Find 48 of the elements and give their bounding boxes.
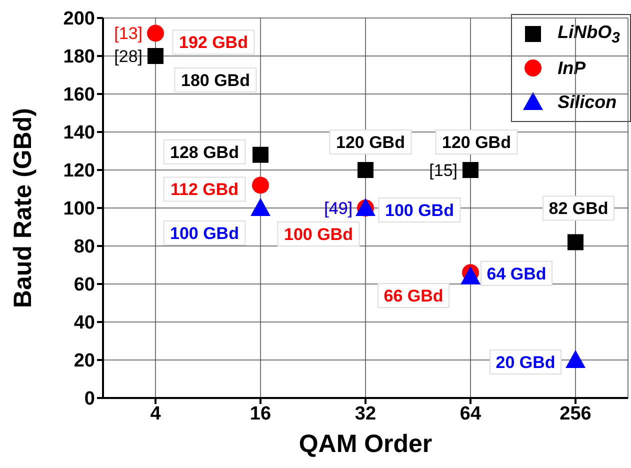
y-tick-label: 160	[63, 84, 95, 106]
point	[252, 176, 269, 194]
y-tick-label: 80	[74, 236, 95, 258]
annotation: [28]	[114, 47, 142, 66]
data-label: 82 GBd	[548, 199, 608, 218]
y-tick-label: 140	[63, 122, 95, 144]
point	[252, 146, 268, 163]
point	[566, 350, 586, 368]
x-tick-label: 4	[150, 403, 162, 424]
annotation: [49]	[324, 199, 352, 218]
y-tick-label: 40	[74, 312, 95, 334]
point	[568, 234, 584, 250]
annotation: [13]	[114, 24, 142, 44]
point	[358, 162, 374, 178]
x-tick-label: 64	[460, 403, 482, 424]
y-tick-label: 0	[84, 388, 95, 410]
data-label: 120 GBd	[336, 133, 405, 152]
y-tick-label: 120	[63, 160, 95, 182]
point	[462, 162, 478, 178]
y-tick-label: 180	[63, 46, 95, 68]
data-label: 100 GBd	[284, 225, 353, 244]
x-axis-title: QAM Order	[298, 430, 432, 458]
data-label: 180 GBd	[181, 71, 250, 90]
data-label: 128 GBd	[170, 142, 239, 162]
point	[147, 24, 164, 42]
data-label: 192 GBd	[179, 33, 248, 52]
data-label: 66 GBd	[384, 286, 444, 306]
y-axis-title: Baud Rate (GBd)	[8, 108, 37, 308]
x-tick-label: 16	[250, 403, 272, 424]
annotation: [15]	[429, 161, 458, 180]
y-tick-label: 20	[74, 350, 95, 372]
point	[250, 198, 270, 216]
legend-label: LiNbO$_{3}$	[558, 22, 620, 46]
data-label: 64 GBd	[486, 264, 546, 284]
legend-label: Silicon	[558, 92, 617, 112]
y-tick-label: 60	[74, 274, 95, 296]
x-tick-label: 256	[560, 403, 592, 424]
point	[148, 48, 164, 64]
data-label: 120 GBd	[442, 133, 511, 152]
y-tick-label: 100	[63, 198, 95, 220]
data-label: 20 GBd	[496, 353, 556, 372]
legend-label: InP	[558, 58, 586, 78]
data-label: 100 GBd	[170, 224, 239, 243]
data-label: 112 GBd	[170, 180, 239, 200]
point	[460, 266, 480, 284]
y-tick-label: 200	[63, 8, 95, 30]
data-label: 100 GBd	[385, 201, 454, 220]
x-tick-label: 32	[354, 403, 376, 424]
